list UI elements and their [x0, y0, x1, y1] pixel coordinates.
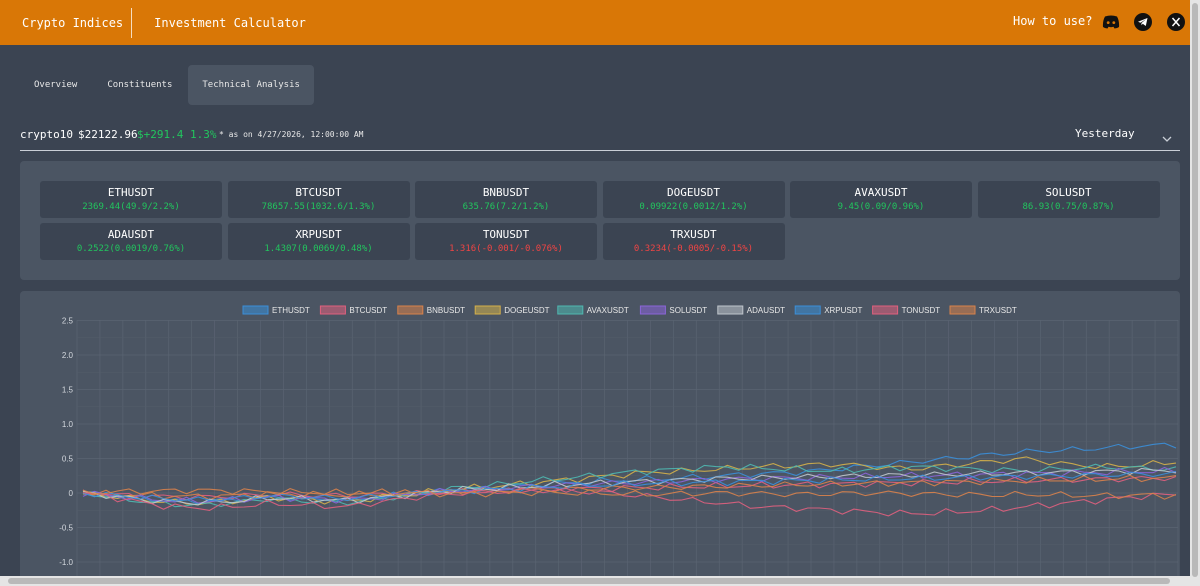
legend-label-xrpusdt: XRPUSDT — [824, 306, 862, 315]
y-tick-label: -1.0 — [59, 558, 73, 567]
series-line-xrpusdt — [82, 470, 1177, 502]
legend-swatch — [794, 305, 821, 315]
index-name: crypto10 — [20, 128, 73, 141]
y-tick-label: 1.0 — [62, 420, 74, 429]
index-as-of: * as on 4/27/2026, 12:00:00 AM — [219, 130, 364, 139]
legend-label-btcusdt: BTCUSDT — [349, 306, 387, 315]
legend-label-adausdt: ADAUSDT — [747, 306, 785, 315]
ticker-change: 2369.44(49.9/2.2%) — [82, 202, 180, 212]
legend-label-bnbusdt: BNBUSDT — [427, 306, 465, 315]
top-navbar: Crypto Indices Investment Calculator How… — [0, 0, 1190, 45]
legend-swatch — [557, 305, 584, 315]
ticker-symbol: ADAUSDT — [107, 228, 155, 241]
ticker-card-adausdt[interactable]: ADAUSDT 0.2522(0.0019/0.76%) — [40, 223, 222, 260]
ticker-symbol: DOGEUSDT — [667, 186, 720, 199]
ticker-change: 78657.55(1032.6/1.3%) — [261, 202, 376, 212]
legend-swatch — [949, 305, 976, 315]
ticker-card-xrpusdt[interactable]: XRPUSDT 1.4307(0.0069/0.48%) — [227, 223, 410, 260]
legend-swatch — [242, 305, 269, 315]
ticker-change: 1.316(-0.001/-0.076%) — [449, 244, 563, 254]
legend-swatch — [474, 305, 501, 315]
series-line-bnbusdt — [82, 474, 1177, 501]
ticker-change: 0.09922(0.0012/1.2%) — [639, 202, 748, 212]
ticker-symbol: TRXUSDT — [670, 228, 717, 241]
index-change: $+291.4 1.3% — [137, 128, 216, 141]
performance-chart-panel: 2.5 2.0 1.5 1.0 0.5 0 -0.5 -1.0 ETHUSDT BTCUSDT BN… — [20, 291, 1180, 586]
ticker-card-btcusdt[interactable]: BTCUSDT 78657.55(1032.6/1.3%) — [227, 181, 410, 218]
ticker-change: 635.76(7.2/1.2%) — [462, 202, 550, 212]
ticker-change: 0.3234(-0.0005/-0.15%) — [633, 244, 754, 254]
ticker-card-solusdt[interactable]: SOLUSDT 86.93(0.75/0.87%) — [977, 181, 1160, 218]
x-icon[interactable] — [1167, 13, 1185, 31]
ticker-card-tonusdt[interactable]: TONUSDT 1.316(-0.001/-0.076%) — [415, 223, 597, 260]
ticker-symbol: BNBUSDT — [482, 186, 530, 199]
ticker-symbol: XRPUSDT — [295, 228, 342, 241]
ticker-symbol: BTCUSDT — [295, 186, 342, 199]
ticker-panel: ETHUSDT 2369.44(49.9/2.2%) BTCUSDT 78657… — [20, 161, 1180, 280]
period-select[interactable]: Yesterday — [1075, 127, 1135, 140]
legend-swatch — [717, 305, 744, 315]
index-change-percent: 1.3% — [189, 128, 217, 141]
series-line-dogeusdt — [82, 456, 1177, 506]
legend-swatch — [319, 305, 346, 315]
tab-overview[interactable]: Overview — [34, 80, 78, 90]
horizontal-scrollbar[interactable] — [0, 576, 1190, 586]
performance-chart: 2.5 2.0 1.5 1.0 0.5 0 -0.5 -1.0 ETHUSDT BTCUSDT BN… — [59, 305, 1179, 586]
series-line-tonusdt — [82, 487, 1177, 517]
index-value: $22122.96 — [78, 128, 138, 141]
legend-label-trxusdt: TRXUSDT — [979, 306, 1017, 315]
legend-swatch — [397, 305, 424, 315]
y-tick-label: 1.5 — [62, 386, 74, 395]
series-line-trxusdt — [82, 488, 1177, 500]
ticker-symbol: TONUSDT — [482, 228, 530, 241]
y-tick-label: 0.5 — [62, 455, 74, 464]
y-tick-label: 2.0 — [62, 351, 74, 360]
how-to-use-link[interactable]: How to use? — [1013, 14, 1093, 28]
ticker-change: 0.2522(0.0019/0.76%) — [76, 244, 186, 254]
legend-label-solusdt: SOLUSDT — [669, 306, 707, 315]
legend-swatch — [639, 305, 666, 315]
index-summary: crypto10 $22122.96 $+291.4 1.3% * as on … — [20, 124, 1180, 151]
telegram-icon[interactable] — [1134, 13, 1152, 31]
vertical-scrollbar[interactable] — [1190, 0, 1200, 586]
ticker-card-bnbusdt[interactable]: BNBUSDT 635.76(7.2/1.2%) — [415, 181, 597, 218]
ticker-change: 86.93(0.75/0.87%) — [1022, 202, 1115, 212]
horizontal-scrollbar-thumb[interactable] — [8, 578, 1170, 584]
ticker-card-trxusdt[interactable]: TRXUSDT 0.3234(-0.0005/-0.15%) — [602, 223, 785, 260]
ticker-change: 1.4307(0.0069/0.48%) — [264, 244, 373, 254]
section-tabs: Overview Constituents Technical Analysis — [20, 65, 316, 105]
legend-label-ethusdt: ETHUSDT — [272, 306, 310, 315]
y-tick-label: -0.5 — [59, 524, 73, 533]
y-tick-label: 0 — [69, 489, 74, 498]
investment-calculator-link[interactable]: Investment Calculator — [154, 15, 306, 30]
legend-swatch — [872, 305, 899, 315]
series-line-solusdt — [82, 466, 1177, 504]
vertical-scrollbar-thumb[interactable] — [1192, 3, 1198, 577]
tab-technical-analysis[interactable]: Technical Analysis — [188, 65, 314, 105]
brand-link[interactable]: Crypto Indices — [0, 7, 133, 38]
y-tick-label: 2.5 — [62, 317, 74, 326]
legend-label-avaxusdt: AVAXUSDT — [587, 306, 629, 315]
ticker-card-avaxusdt[interactable]: AVAXUSDT 9.45(0.09/0.96%) — [790, 181, 972, 218]
ticker-change: 9.45(0.09/0.96%) — [837, 202, 925, 212]
ticker-symbol: AVAXUSDT — [854, 186, 908, 199]
chevron-down-icon[interactable] — [1162, 128, 1172, 147]
index-change-amount: $+291.4 — [137, 128, 184, 141]
tab-constituents[interactable]: Constituents — [107, 80, 173, 90]
discord-icon[interactable] — [1102, 13, 1120, 31]
legend-label-tonusdt: TONUSDT — [902, 306, 941, 315]
ticker-card-ethusdt[interactable]: ETHUSDT 2369.44(49.9/2.2%) — [40, 181, 222, 218]
ticker-card-dogeusdt[interactable]: DOGEUSDT 0.09922(0.0012/1.2%) — [602, 181, 785, 218]
legend-label-dogeusdt: DOGEUSDT — [504, 306, 549, 315]
series-line-adausdt — [82, 467, 1177, 506]
ticker-symbol: ETHUSDT — [107, 186, 155, 199]
ticker-symbol: SOLUSDT — [1045, 186, 1092, 199]
